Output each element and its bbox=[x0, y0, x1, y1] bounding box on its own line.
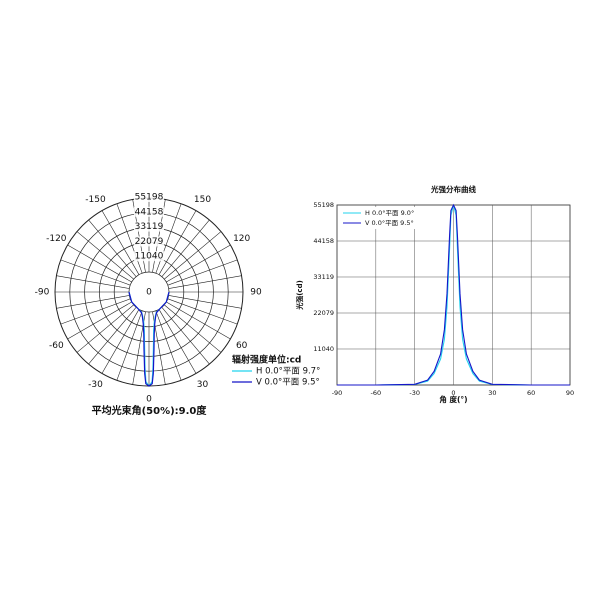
angle-tick-label: -90 bbox=[35, 288, 50, 298]
angle-tick-label: 0 bbox=[146, 395, 152, 405]
y-tick-label: 44158 bbox=[313, 237, 334, 245]
x-tick-label: 30 bbox=[488, 389, 496, 397]
chart-title: 光强分布曲线 bbox=[430, 184, 476, 194]
y-tick-label: 11040 bbox=[313, 345, 334, 353]
angle-tick-label: 150 bbox=[194, 195, 211, 205]
angle-tick-label: -150 bbox=[85, 195, 106, 205]
y-tick-label: 22079 bbox=[313, 309, 334, 317]
spoke bbox=[116, 310, 143, 381]
polar-curve bbox=[128, 291, 170, 387]
legend-bg bbox=[341, 207, 427, 229]
spoke bbox=[166, 244, 231, 283]
spoke bbox=[161, 219, 210, 277]
spoke bbox=[167, 298, 238, 325]
tick-bg bbox=[134, 236, 164, 247]
spoke bbox=[168, 295, 242, 309]
spoke bbox=[155, 203, 182, 274]
spoke bbox=[161, 307, 210, 365]
spoke bbox=[101, 210, 140, 275]
spoke bbox=[101, 309, 140, 374]
spoke bbox=[155, 310, 182, 381]
angle-tick-label: 30 bbox=[197, 380, 209, 390]
tick-bg bbox=[134, 221, 164, 232]
spoke bbox=[88, 307, 137, 365]
tick-bg bbox=[134, 251, 164, 262]
spoke bbox=[60, 298, 131, 325]
spoke bbox=[168, 275, 242, 289]
r-tick-label: 22079 bbox=[135, 237, 164, 247]
angle-tick-label: 60 bbox=[236, 341, 248, 351]
x-tick-label: 90 bbox=[566, 389, 574, 397]
spoke bbox=[67, 301, 132, 340]
spoke bbox=[164, 231, 222, 280]
x-tick-label: -60 bbox=[371, 389, 382, 397]
spoke bbox=[76, 304, 134, 353]
spoke bbox=[76, 231, 134, 280]
tick-bg bbox=[134, 206, 164, 217]
r-tick-label: 55198 bbox=[135, 193, 164, 203]
angle-tick-label: -60 bbox=[49, 341, 64, 351]
spoke bbox=[56, 295, 130, 309]
y-tick-label: 33119 bbox=[313, 273, 334, 281]
y-tick-label: 55198 bbox=[313, 201, 334, 209]
x-tick-label: -90 bbox=[332, 389, 343, 397]
r-tick-label: 33119 bbox=[135, 222, 164, 232]
line-series bbox=[337, 203, 570, 386]
r-tick-label: 11040 bbox=[135, 252, 164, 262]
legend-label: H 0.0°平面 9.0° bbox=[365, 209, 414, 217]
angle-tick-label: -30 bbox=[88, 380, 103, 390]
legend-label: V 0.0°平面 9.5° bbox=[365, 219, 414, 227]
angle-tick-label: 90 bbox=[250, 288, 262, 298]
angle-tick-label: -120 bbox=[46, 234, 67, 244]
y-axis-label: 光强(cd) bbox=[295, 280, 304, 311]
legend-title: 辐射强度单位:cd bbox=[232, 354, 301, 366]
x-axis-label: 角 度(°) bbox=[439, 394, 467, 404]
r-tick-label: 0 bbox=[146, 288, 152, 298]
r-tick-label: 44158 bbox=[135, 207, 164, 217]
spoke bbox=[88, 219, 137, 277]
spoke bbox=[158, 210, 197, 275]
x-tick-label: -30 bbox=[409, 389, 420, 397]
x-tick-label: 0 bbox=[451, 389, 455, 397]
legend-label: H 0.0°平面 9.7° bbox=[256, 367, 320, 377]
footer: 平均光束角(50%):9.0度 bbox=[92, 404, 208, 417]
x-tick-label: 60 bbox=[527, 389, 535, 397]
spoke bbox=[164, 304, 222, 353]
legend-label: V 0.0°平面 9.5° bbox=[256, 378, 320, 388]
spoke bbox=[67, 244, 132, 283]
tick-bg bbox=[134, 192, 164, 202]
spoke bbox=[158, 309, 197, 374]
spoke bbox=[166, 301, 231, 340]
spoke bbox=[167, 259, 238, 286]
angle-tick-label: 120 bbox=[233, 234, 250, 244]
spoke bbox=[116, 203, 143, 274]
spoke bbox=[60, 259, 131, 286]
spoke bbox=[56, 275, 130, 289]
